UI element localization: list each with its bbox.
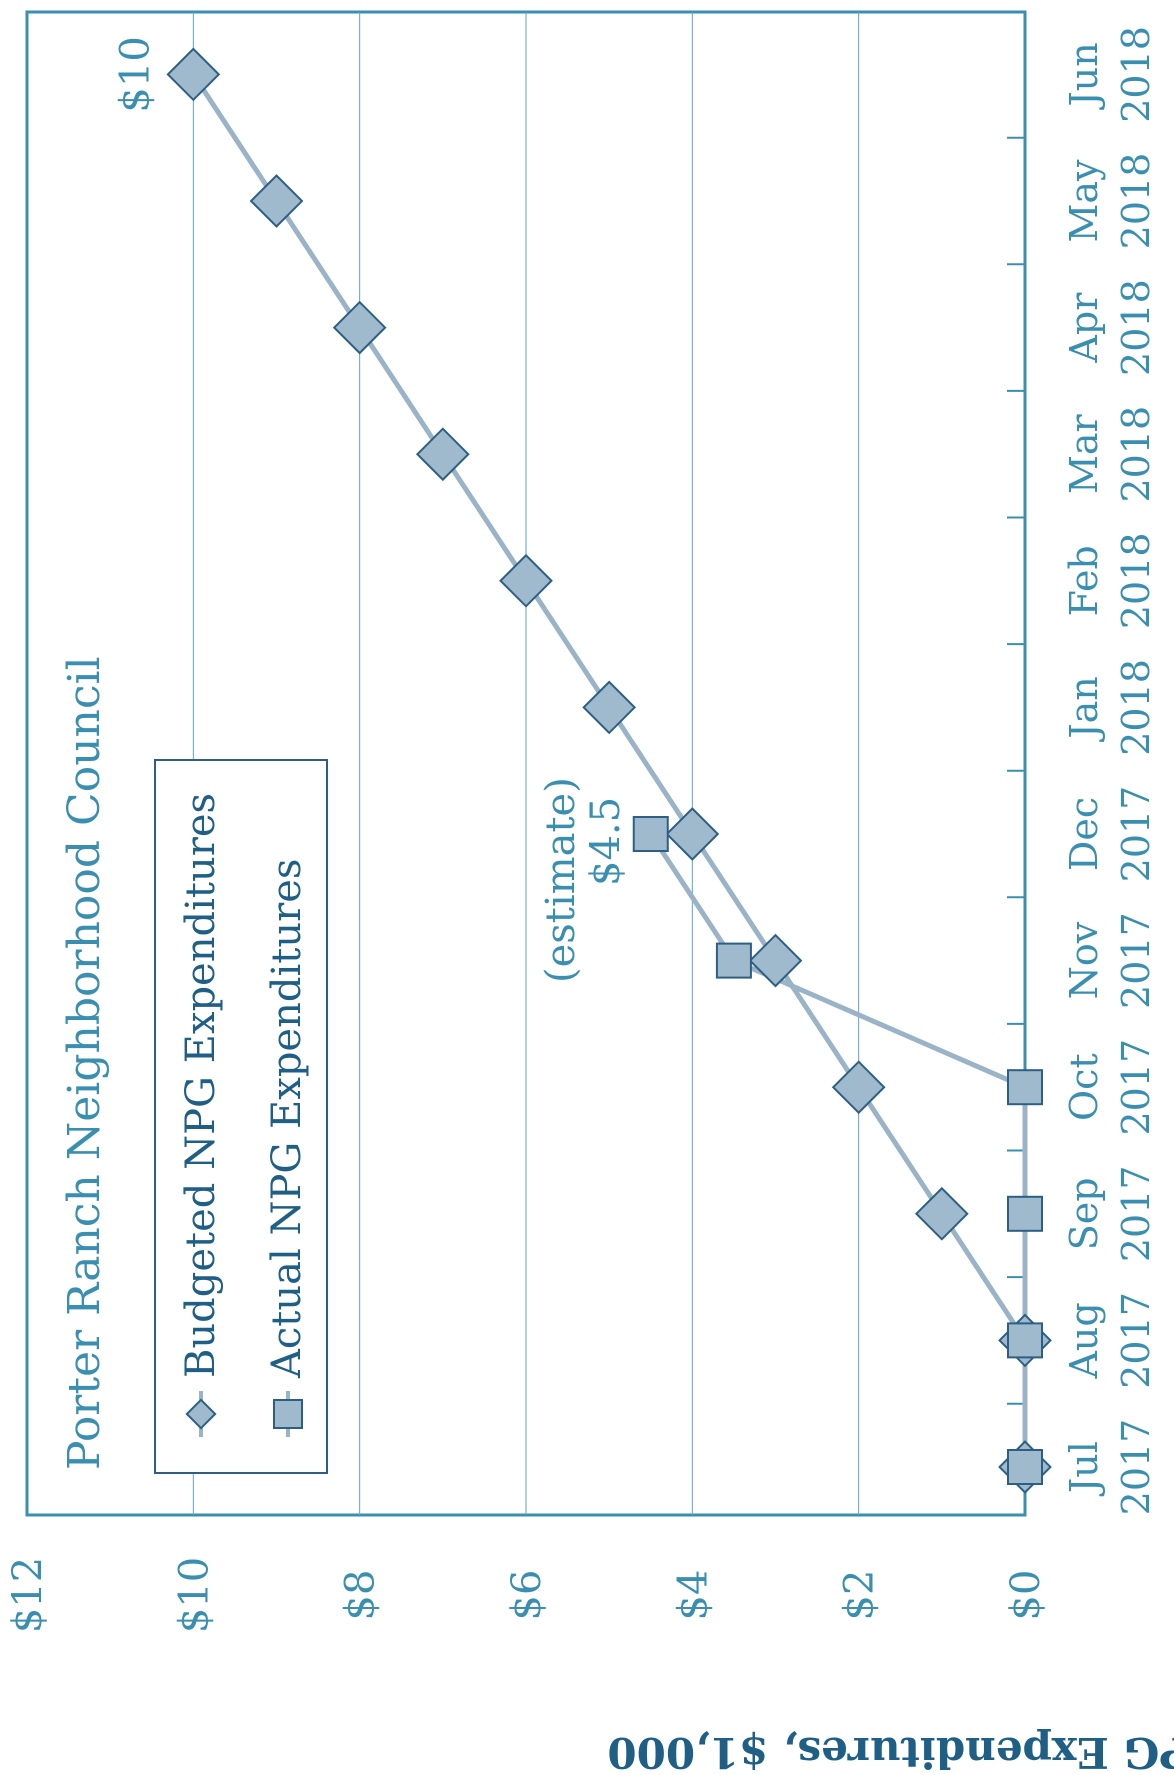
- y-tick-label: $0: [1003, 1570, 1049, 1621]
- x-tick-label-year: 2017: [1114, 1165, 1158, 1262]
- x-tick-label-month: Apr: [1062, 292, 1106, 364]
- budgeted-marker: [499, 553, 553, 608]
- y-tick-label: $2: [837, 1570, 883, 1621]
- annotations: $10 $4.5(estimate): [112, 36, 628, 983]
- actual-marker: [1007, 1069, 1043, 1106]
- x-tick-label-month: Sep: [1062, 1177, 1106, 1250]
- legend-label-actual: Actual NPG Expenditures: [264, 859, 310, 1379]
- x-tick-label-month: Jun: [1062, 42, 1106, 110]
- budgeted-marker: [249, 174, 304, 228]
- y-tick-labels: $0 $2 $4 $6 $8 $10 $12: [5, 1557, 1049, 1633]
- y-axis-title: Cumulative NPG Expenditures, $1,000: [607, 1728, 1174, 1775]
- x-tick-label-year: 2017: [1114, 1292, 1158, 1389]
- legend-item-actual: Actual NPG Expenditures: [264, 859, 310, 1437]
- x-tick-label-year: 2018: [1114, 406, 1158, 503]
- actual-marker: [1007, 1322, 1043, 1359]
- legend-square-icon: [273, 1399, 303, 1429]
- budgeted-marker: [582, 680, 637, 735]
- legend-item-budgeted: Budgeted NPG Expenditures: [178, 793, 224, 1437]
- x-tick-label-year: 2018: [1114, 532, 1158, 629]
- actual-marker: [632, 816, 669, 852]
- x-tick-label-month: Oct: [1062, 1053, 1106, 1121]
- x-tick-label-month: May: [1062, 159, 1106, 243]
- x-tick-label-month: Aug: [1062, 1302, 1106, 1379]
- x-tick-label-year: 2018: [1114, 659, 1158, 756]
- budgeted-marker: [831, 1060, 886, 1115]
- x-tick-label-month: Dec: [1062, 797, 1106, 871]
- budgeted-marker: [914, 1186, 969, 1241]
- x-tick-label-month: Feb: [1062, 545, 1106, 616]
- x-tick-label-year: 2018: [1114, 26, 1158, 123]
- budgeted-marker: [332, 300, 387, 355]
- annotation-budget-total: $10: [112, 36, 158, 112]
- series-line-actual: [648, 832, 1028, 1467]
- x-tick-label-year: 2017: [1114, 1419, 1158, 1516]
- chart-title: Porter Ranch Neighborhood Council: [59, 656, 110, 1470]
- series-markers: [166, 47, 1052, 1494]
- legend: Budgeted NPG Expenditures Actual NPG Exp…: [154, 759, 328, 1474]
- y-tick-label: $12: [5, 1557, 51, 1633]
- y-tick-label: $10: [171, 1557, 217, 1633]
- budgeted-marker: [665, 807, 720, 861]
- actual-marker: [1007, 1449, 1043, 1485]
- y-tick-label: $6: [504, 1570, 550, 1621]
- legend-diamond-icon: [185, 1398, 217, 1430]
- budgeted-marker: [166, 47, 221, 102]
- annotation-estimate: (estimate): [538, 777, 584, 983]
- actual-marker: [1007, 1195, 1043, 1232]
- x-tick-label-month: Jul: [1062, 1441, 1106, 1497]
- x-tick-label-year: 2017: [1114, 912, 1158, 1009]
- y-tick-label: $8: [338, 1570, 384, 1621]
- legend-box: [154, 759, 328, 1474]
- series-line-budgeted: [191, 73, 1028, 1467]
- annotation-actual-value: $4.5: [583, 797, 629, 886]
- x-tick-label-month: Jan: [1062, 676, 1106, 742]
- legend-label-budgeted: Budgeted NPG Expenditures: [178, 793, 224, 1378]
- x-tick-label-year: 2017: [1114, 1039, 1158, 1136]
- x-tick-label-year: 2018: [1114, 153, 1158, 250]
- budgeted-marker: [415, 427, 470, 482]
- actual-marker: [715, 942, 752, 979]
- x-tick-label-month: Nov: [1062, 921, 1106, 999]
- month-ticks: [1007, 136, 1025, 1405]
- x-tick-label-year: 2017: [1114, 786, 1158, 883]
- x-tick-label-year: 2018: [1114, 279, 1158, 376]
- budgeted-marker: [748, 933, 803, 988]
- y-tick-label: $4: [670, 1570, 716, 1621]
- x-tick-label-month: Mar: [1062, 414, 1106, 495]
